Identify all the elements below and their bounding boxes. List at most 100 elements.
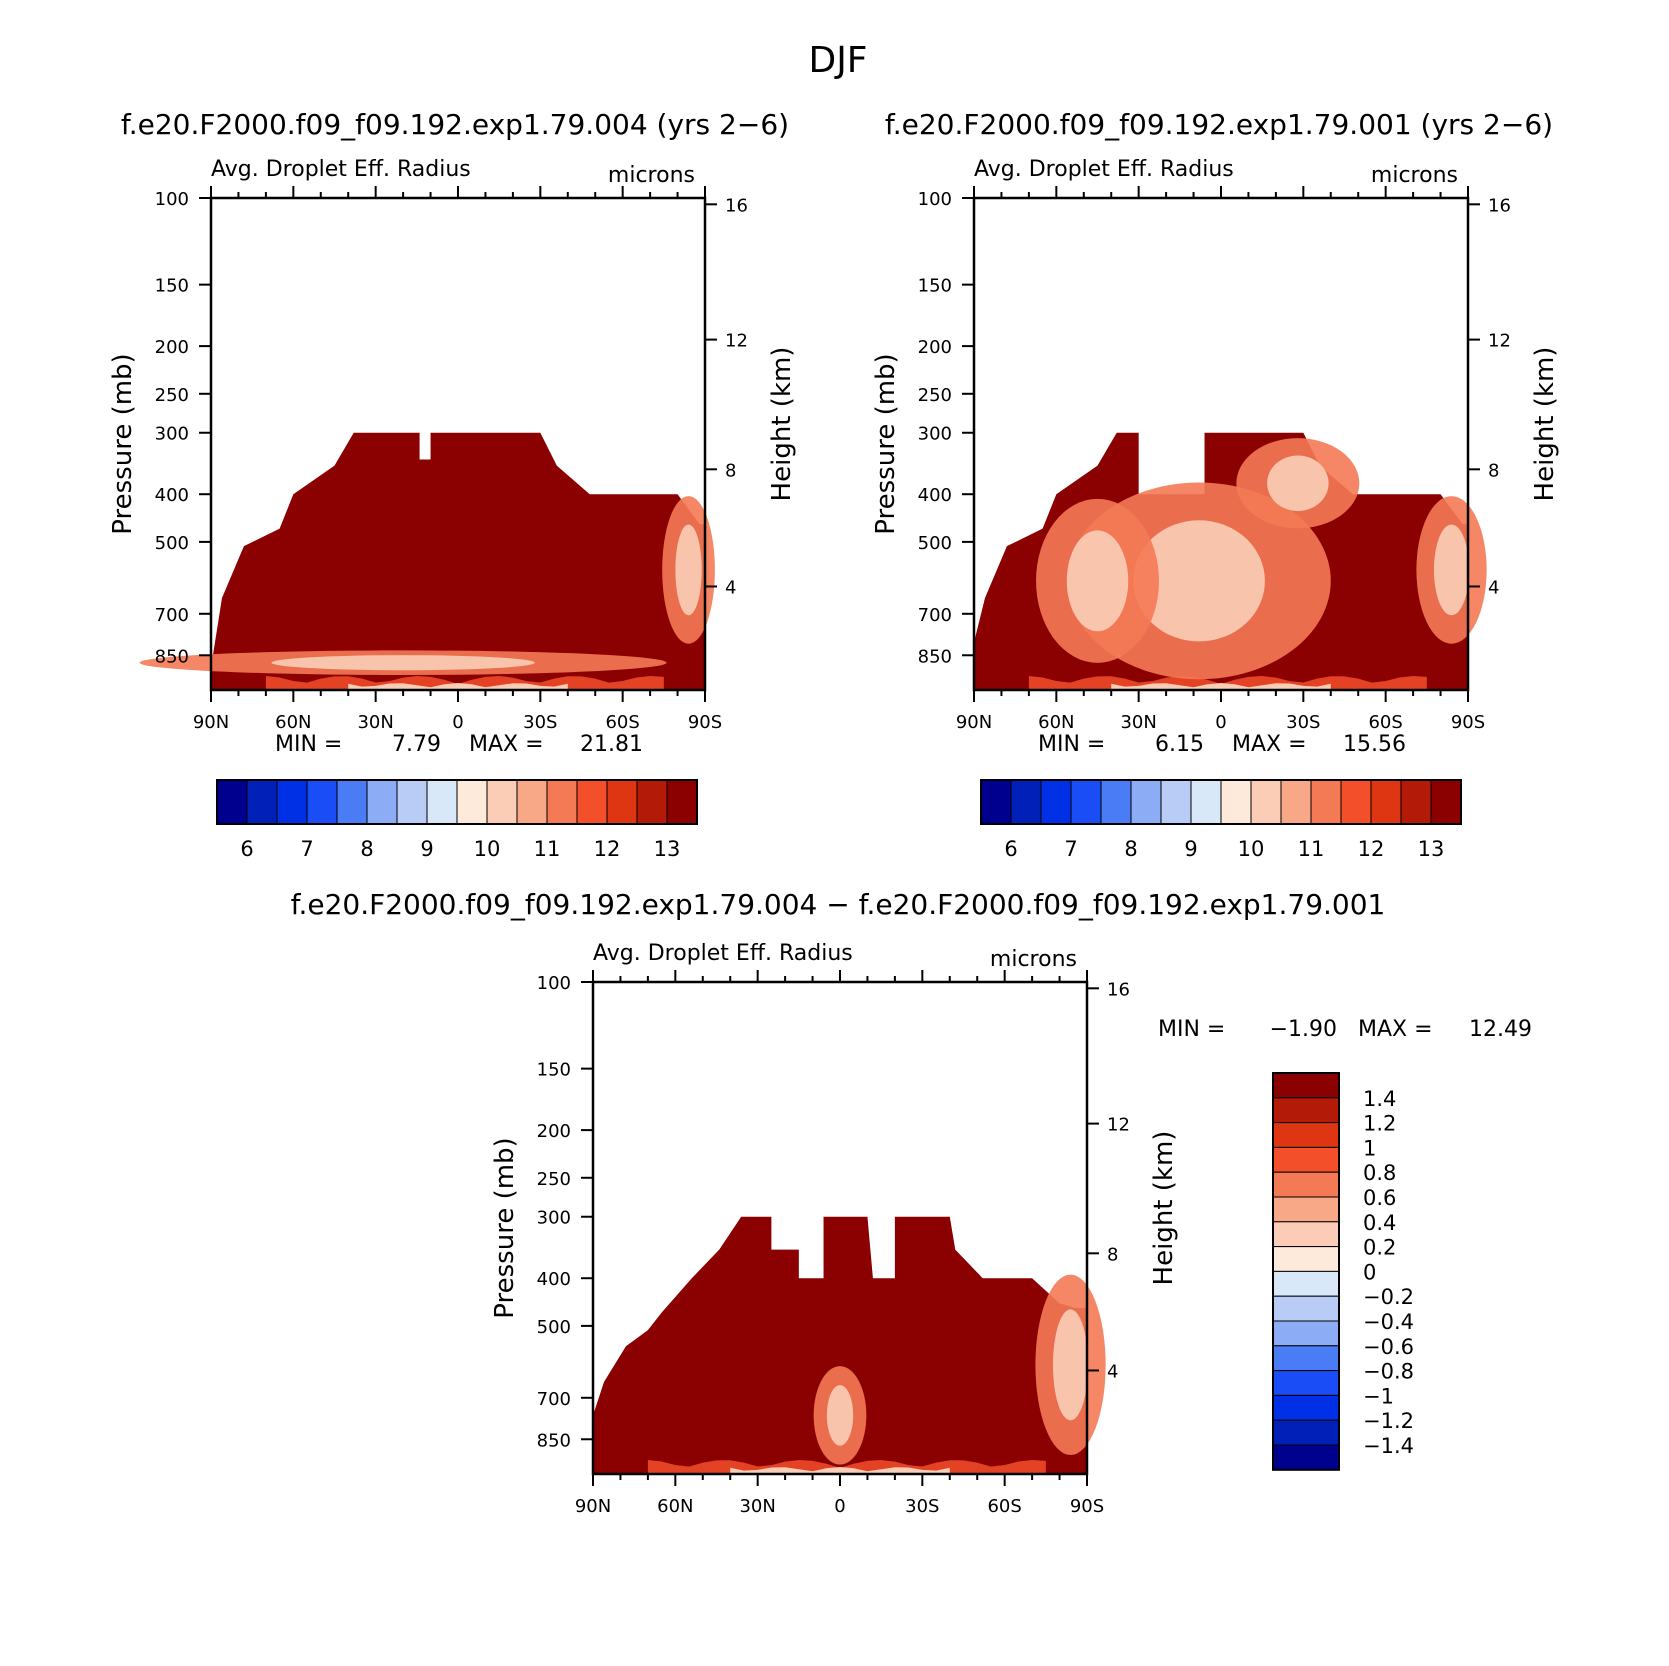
height-tick-label: 8 (1488, 460, 1499, 481)
x-tick-label: 30N (1120, 712, 1156, 733)
y-tick-label: 500 (537, 1317, 571, 1338)
colorbar-label: 0 (1363, 1260, 1376, 1284)
colorbar-difference: 1.41.210.80.60.40.20−0.2−0.4−0.6−0.8−1−1… (1272, 1072, 1414, 1471)
min-label: MIN = (1158, 1017, 1225, 1042)
y-tick-label: 250 (918, 385, 952, 406)
height-tick-label: 4 (1107, 1361, 1118, 1382)
colorbar-swatch (1272, 1221, 1340, 1248)
colorbar-swatch (306, 779, 338, 825)
colorbar-label: −1.4 (1363, 1434, 1414, 1458)
contour-low-zone-core (1267, 455, 1329, 512)
contour-low-zone-core (1066, 530, 1129, 632)
height-tick-label: 16 (725, 195, 748, 216)
panel-1-plot: 100 150 200 250 300 400 500 700 850 16 12 8 4 90N 60N 3… (108, 157, 797, 757)
height-tick-label: 4 (725, 577, 736, 598)
colorbar-swatch (1272, 1270, 1340, 1297)
colorbar-swatch (396, 779, 428, 825)
plot-title: Avg. Droplet Eff. Radius (211, 157, 471, 182)
colorbar-swatch (1272, 1394, 1340, 1421)
y-tick-label: 850 (155, 646, 189, 667)
colorbar-label: 0.6 (1363, 1186, 1396, 1210)
min-value: −1.90 (1270, 1017, 1337, 1042)
x-tick-label: 90S (688, 712, 722, 733)
x-tick-label: 60S (605, 712, 639, 733)
colorbar-label: 9 (420, 837, 433, 861)
colorbar-label: −0.4 (1363, 1310, 1414, 1334)
colorbar-swatch (516, 779, 548, 825)
y-axis-label: Pressure (mb) (490, 1137, 520, 1318)
colorbar-swatch (1272, 1320, 1340, 1347)
y-tick-label: 150 (918, 276, 952, 297)
units-label: microns (608, 163, 695, 188)
colorbar-label: −0.2 (1363, 1285, 1414, 1309)
colorbar-swatch (1190, 779, 1222, 825)
y-tick-label: 200 (537, 1121, 571, 1142)
colorbar-label: 6 (1004, 837, 1017, 861)
colorbar-swatch (1070, 779, 1102, 825)
plot-title: Avg. Droplet Eff. Radius (593, 941, 853, 966)
x-tick-label: 30S (523, 712, 557, 733)
y-tick-label: 250 (537, 1169, 571, 1190)
height-tick-label: 16 (1107, 979, 1130, 1000)
colorbar-label: 1.2 (1363, 1112, 1396, 1136)
y-tick-label: 400 (537, 1269, 571, 1290)
y-tick-label: 400 (918, 485, 952, 506)
x-tick-label: 0 (834, 1496, 845, 1517)
colorbar-swatch (1272, 1072, 1340, 1099)
colorbar-swatch (1272, 1097, 1340, 1124)
colorbar-label: 10 (474, 837, 501, 861)
colorbar-swatch (1160, 779, 1192, 825)
y-tick-label: 850 (537, 1430, 571, 1451)
colorbar-swatch (1310, 779, 1342, 825)
y-axis-label: Pressure (mb) (871, 353, 901, 534)
x-tick-label: 0 (1215, 712, 1226, 733)
y-tick-label: 700 (537, 1389, 571, 1410)
panel-2-plot: 100 150 200 250 300 400 500 700 850 16 12 8 4 90N 60N 3… (871, 157, 1560, 757)
y-axis-label: Pressure (mb) (108, 353, 138, 534)
colorbar-swatch (1370, 779, 1402, 825)
contour-low-zone-core (1433, 524, 1470, 616)
x-tick-label: 90N (956, 712, 992, 733)
colorbar-swatch (1400, 779, 1432, 825)
colorbar-swatch (276, 779, 308, 825)
x-tick-label: 90N (193, 712, 229, 733)
y-tick-label: 850 (918, 646, 952, 667)
height-tick-label: 12 (1107, 1115, 1130, 1136)
colorbar-swatch (366, 779, 398, 825)
colorbar-label: −0.6 (1363, 1335, 1414, 1359)
colorbar-swatch (1272, 1295, 1340, 1322)
y-tick-label: 300 (537, 1208, 571, 1229)
x-tick-label: 90S (1070, 1496, 1104, 1517)
colorbar-frame (1272, 1072, 1340, 1471)
height-tick-label: 4 (1488, 577, 1499, 598)
colorbar-swatch (456, 779, 488, 825)
colorbar-panel-2: 6 7 8 9 10 11 12 13 (980, 779, 1462, 861)
colorbar-swatch (1280, 779, 1312, 825)
colorbar-swatch (546, 779, 578, 825)
y-tick-label: 500 (155, 533, 189, 554)
colorbar-label: 10 (1238, 837, 1265, 861)
colorbar-label: 0.4 (1363, 1211, 1396, 1235)
height-tick-label: 12 (1488, 331, 1511, 352)
panel3-header: f.e20.F2000.f09_f09.192.exp1.79.004 − f.… (291, 888, 1386, 921)
y-tick-label: 150 (537, 1060, 571, 1081)
colorbar-swatch (666, 779, 698, 825)
figure-title: DJF (808, 40, 867, 81)
colorbar-label: 11 (534, 837, 561, 861)
y-tick-label: 700 (918, 605, 952, 626)
x-tick-label: 90S (1451, 712, 1485, 733)
y-tick-label: 300 (918, 424, 952, 445)
colorbar-panel-1: 6 7 8 9 10 11 12 13 (216, 779, 698, 861)
colorbar-label: 0.2 (1363, 1236, 1396, 1260)
height-tick-label: 16 (1488, 195, 1511, 216)
colorbar-frame (216, 779, 698, 825)
colorbar-swatch (246, 779, 278, 825)
y-tick-label: 100 (918, 189, 952, 210)
contour-low-zone-core (1052, 1309, 1089, 1421)
height-tick-label: 8 (1107, 1244, 1118, 1265)
y-tick-label: 150 (155, 276, 189, 297)
colorbar-label: −1 (1363, 1384, 1394, 1408)
y-tick-label: 500 (918, 533, 952, 554)
y-axis-label-right: Height (km) (767, 347, 797, 502)
